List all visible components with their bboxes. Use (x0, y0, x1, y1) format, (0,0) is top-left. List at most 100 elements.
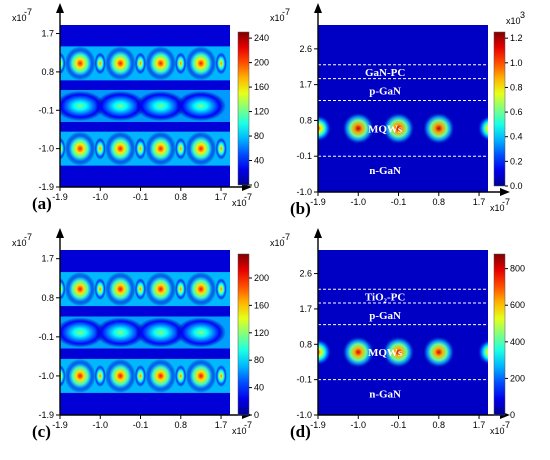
y-tick-label: -0.1 (38, 105, 54, 115)
colorbar-tick-label: 800 (510, 264, 525, 274)
colorbar-tick-label: 0.8 (510, 82, 523, 92)
field-lobe (64, 358, 96, 393)
colorbar: 800 600 400 200 0 (493, 253, 525, 420)
x-scale-label: x10 (490, 426, 505, 436)
y-tick-label: -1.9 (38, 410, 54, 420)
y-tick-label: 0.8 (41, 67, 54, 77)
y-tick-label: 1.7 (299, 304, 312, 314)
heatmap-field (60, 25, 230, 187)
colorbar-tick-label: 160 (254, 82, 269, 92)
panel-tag: (b) (290, 199, 311, 218)
x-tick-label: -1.0 (93, 192, 109, 202)
colorbar-tick-label: 80 (254, 355, 264, 365)
heatmap-field (318, 250, 488, 415)
mode-lobe-edge (318, 114, 332, 142)
panel-tag: (c) (32, 422, 51, 441)
field-lobe (105, 358, 136, 393)
y-tick-label: -0.1 (296, 151, 312, 161)
y-tick-label: -0.1 (296, 375, 312, 385)
field-lobe (60, 91, 106, 121)
y-tick-label: 2.6 (299, 44, 312, 54)
field-lobe (185, 131, 217, 166)
field-lobe-small (60, 52, 66, 75)
colorbar-tick-label: 0.6 (510, 107, 523, 117)
y-tick-label: -0.1 (38, 332, 54, 342)
x-tick-label: -1.0 (351, 420, 367, 430)
panel-0: -1.9 -1.0 -0.1 0.8 1.7x10-71.70.8-0.1-1.0-1.… (12, 3, 269, 213)
colorbar-tick-label: 1.0 (510, 58, 523, 68)
x-tick-label: 0.8 (433, 197, 446, 207)
y-scale-exponent: -7 (24, 7, 32, 17)
field-lobe (105, 46, 136, 81)
field-lobe (175, 317, 227, 348)
y-tick-label: 0.8 (299, 339, 312, 349)
colorbar: 200 160 120 80 40 0 (237, 253, 269, 420)
mode-lobe (422, 335, 455, 369)
y-scale-label: x10 (270, 238, 285, 248)
field-lobe-small (175, 137, 187, 160)
x-tick-label: -0.1 (391, 197, 407, 207)
field-lobe (135, 317, 186, 348)
field-lobe-small (175, 52, 187, 75)
colorbar-tick-label: 80 (254, 131, 264, 141)
field-lobe-small (175, 364, 187, 387)
y-tick-label: 0.8 (41, 293, 54, 303)
colorbar-scale-exponent: 3 (520, 10, 525, 20)
field-lobe-small (134, 137, 147, 160)
y-tick-label: -1.9 (38, 182, 54, 192)
y-tick-label: 1.7 (41, 254, 54, 264)
field-lobe-small (94, 52, 106, 75)
y-tick-label: 1.7 (41, 29, 54, 39)
field-lobe (145, 358, 177, 393)
field-lobe (95, 317, 146, 348)
colorbar-tick-label: 0.0 (510, 181, 523, 191)
layer-label: n-GaN (369, 388, 401, 400)
x-scale-label: x10 (232, 426, 247, 436)
y-tick-label: -1.0 (38, 371, 54, 381)
field-lobe-small (134, 52, 147, 75)
colorbar-tick-label: 120 (254, 328, 269, 338)
colorbar-gradient (493, 31, 506, 187)
field-lobe (64, 46, 96, 81)
y-axis-arrow (56, 228, 64, 238)
mode-lobe-edge (477, 338, 488, 366)
field-lobe (64, 131, 96, 166)
layer-label: p-GaN (369, 86, 401, 98)
field-lobe-small (215, 364, 227, 387)
y-scale-exponent: -7 (282, 7, 290, 17)
field-lobe-small (175, 278, 187, 301)
x-tick-label: -0.1 (133, 420, 149, 430)
field-lobe-small (60, 364, 66, 387)
y-tick-label: -1.0 (38, 144, 54, 154)
x-scale-label: x10 (490, 203, 505, 213)
layer-label: GaN-PC (365, 67, 405, 79)
y-axis-arrow (56, 3, 64, 13)
mode-lobe-edge (318, 338, 332, 366)
field-lobe-small (134, 278, 147, 301)
layer-label: p-GaN (369, 310, 401, 322)
colorbar-tick-label: 0.2 (510, 156, 523, 166)
y-axis-arrow (314, 3, 322, 13)
panel-2: -1.9 -1.0 -0.1 0.8 1.7x10-71.70.8-0.1-1.0-1.… (12, 228, 269, 441)
heatmap-background (318, 250, 488, 415)
field-lobe-small (60, 137, 66, 160)
x-tick-label: -1.0 (351, 197, 367, 207)
y-tick-label: 2.6 (299, 269, 312, 279)
panel-tag: (d) (290, 422, 311, 441)
x-scale-exponent: -7 (244, 420, 252, 430)
layer-label: TiO₂-PC (365, 291, 405, 303)
colorbar-tick-label: 200 (254, 273, 269, 283)
x-tick-label: 1.7 (215, 192, 228, 202)
heatmap-field (60, 250, 230, 415)
colorbar-tick-label: 0 (254, 180, 259, 190)
field-lobe-small (94, 137, 106, 160)
field-lobe (64, 272, 96, 307)
colorbar-tick-label: 0 (510, 410, 515, 420)
heatmap-field (318, 25, 488, 192)
mode-lobe (342, 335, 375, 369)
x-tick-label: -1.0 (93, 420, 109, 430)
colorbar-tick-label: 0 (254, 410, 259, 420)
y-tick-label: -1.0 (296, 187, 312, 197)
